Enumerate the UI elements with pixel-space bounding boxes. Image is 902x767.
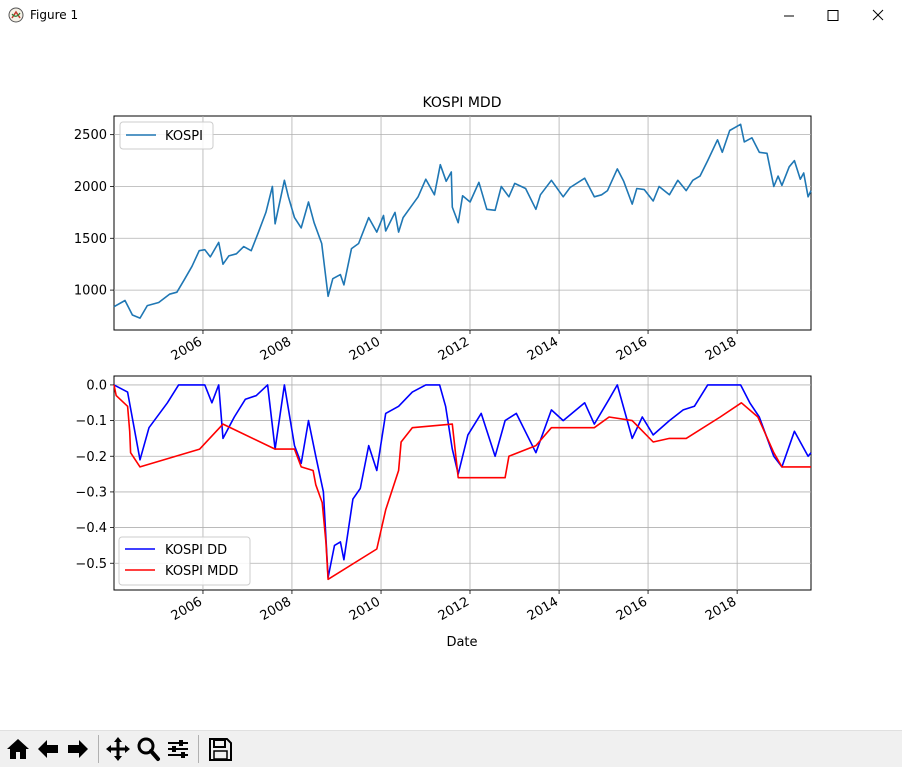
configure-subplots-button[interactable] [164,735,192,763]
navigation-toolbar [0,730,902,767]
x-tick-label: 2008 [258,594,294,624]
legend-dd-label: KOSPI DD [165,543,227,558]
y-tick-label: −0.5 [75,557,107,572]
home-button[interactable] [4,735,32,763]
maximize-icon [827,10,839,21]
x-tick-label: 2012 [436,594,472,624]
title-bar: Figure 1 [0,0,902,32]
x-tick-label: 2006 [169,594,205,624]
series-group-bottom [113,384,812,581]
y-ticks-bottom: 0.0 −0.1 −0.2 −0.3 −0.4 −0.5 [75,378,114,572]
chart-title: KOSPI MDD [423,95,502,111]
save-button[interactable] [206,735,234,763]
forward-icon [68,740,88,758]
series-group-top [113,123,812,319]
x-ticks-top: 2006 2008 2010 2012 2014 2016 2018 [169,330,739,364]
legend-bottom: KOSPI DD KOSPI MDD [118,536,251,586]
x-tick-label: 2014 [525,334,561,364]
zoom-icon [137,737,160,761]
maximize-button[interactable] [810,0,856,32]
x-axis-label: Date [446,635,477,650]
axes-bottom-frame [113,375,812,591]
x-tick-label: 2012 [436,334,472,364]
legend-top: KOSPI [119,121,214,150]
toolbar-separator [198,735,199,763]
x-tick-label: 2018 [703,334,739,364]
x-tick-label: 2008 [258,334,294,364]
x-tick-label: 2016 [614,594,650,624]
window-title: Figure 1 [30,8,79,22]
forward-button[interactable] [64,735,92,763]
y-tick-label: −0.2 [75,450,107,465]
axes-bottom: 0.0 −0.1 −0.2 −0.3 −0.4 −0.5 2006 2008 2010 2012… [75,375,812,650]
app-icon [8,7,24,23]
y-tick-label: 0.0 [86,378,107,393]
axes-top-frame [113,115,812,331]
series-line-kospi-dd [113,384,812,579]
y-tick-label: −0.4 [75,521,107,536]
close-icon [872,9,884,21]
home-icon [7,739,29,759]
x-tick-label: 2018 [703,594,739,624]
toolbar-separator [98,735,99,763]
y-tick-label: 2000 [74,180,107,195]
zoom-button[interactable] [134,735,162,763]
y-tick-label: 1000 [74,284,107,299]
pan-icon [106,737,130,761]
back-button[interactable] [34,735,62,763]
legend-kospi-label: KOSPI [165,129,203,144]
grid-bottom [114,376,811,590]
legend-top-box [119,121,214,150]
close-button[interactable] [856,0,902,32]
x-tick-label: 2006 [169,334,205,364]
pan-button[interactable] [104,735,132,763]
y-tick-label: 1500 [74,232,107,247]
y-tick-label: −0.3 [75,485,107,500]
y-tick-label: −0.1 [75,414,107,429]
save-icon [209,738,232,761]
grid-top [114,116,811,330]
configure-subplots-icon [168,740,188,758]
x-tick-label: 2016 [614,334,650,364]
series-line-kospi-mdd [113,384,811,581]
series-line-kospi [113,123,812,319]
back-icon [38,740,58,758]
x-tick-label: 2010 [347,594,383,624]
y-tick-label: 2500 [74,128,107,143]
x-tick-label: 2010 [347,334,383,364]
x-tick-label: 2014 [525,594,561,624]
minimize-button[interactable] [766,0,812,32]
y-ticks-top: 1000 1500 2000 2500 [74,128,114,299]
legend-mdd-label: KOSPI MDD [165,564,238,579]
x-ticks-bottom: 2006 2008 2010 2012 2014 2016 2018 [169,590,739,624]
